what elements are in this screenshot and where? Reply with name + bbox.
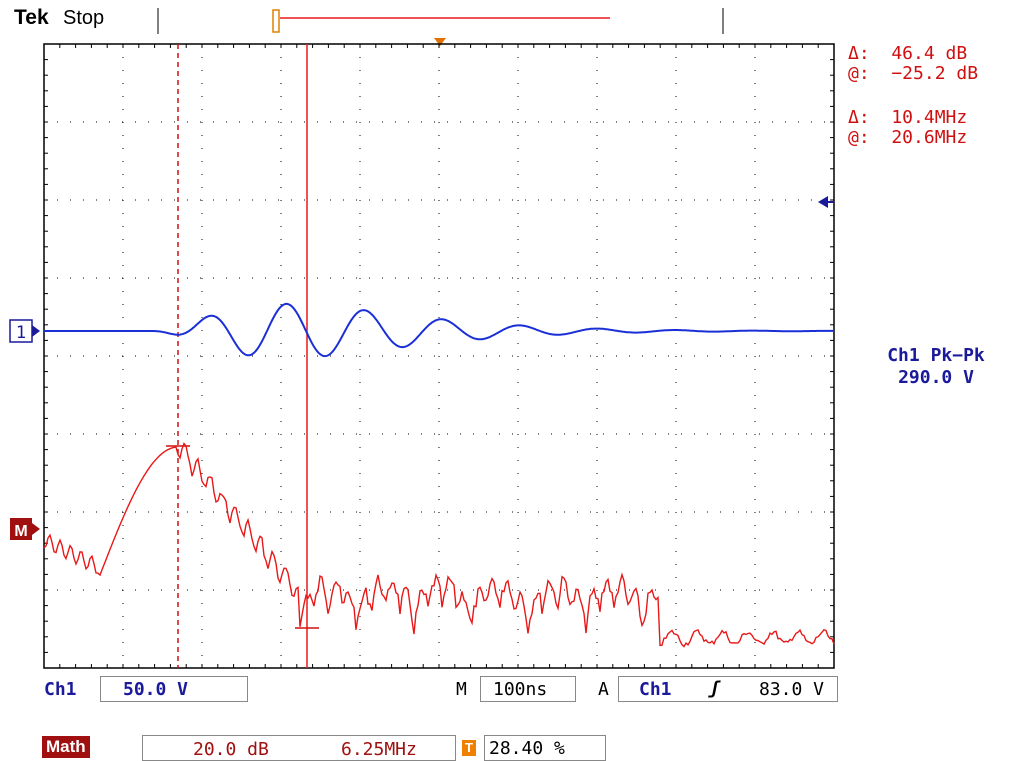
ch1-scale: 50.0 V (123, 679, 189, 700)
trigger-position-icon: T (462, 740, 476, 756)
acquisition-state: Stop (63, 7, 105, 29)
frequency-at-readout: @: 20.6MHz (848, 127, 968, 148)
trigger-position-icon (272, 9, 280, 33)
timebase-value: 100ns (493, 679, 548, 700)
trigger-slope-icon: ʃ (709, 678, 720, 699)
trigger-label: A (598, 679, 609, 700)
measurement-name: Ch1 Pk−Pk (887, 345, 985, 366)
trigger-source: Ch1 (639, 679, 672, 700)
trigger-point-marker (434, 38, 446, 46)
trigger-level: 83.0 V (759, 679, 825, 700)
measurement-value: 290.0 V (898, 367, 974, 388)
ch1-label: Ch1 (44, 679, 77, 700)
ch1-marker-label: 1 (16, 323, 26, 343)
ch1-trace (44, 302, 834, 358)
trigger-level-marker (818, 196, 828, 208)
math-scale: 20.0 dB (193, 739, 269, 760)
math-marker-label: M (14, 523, 27, 540)
amplitude-at-readout: @: −25.2 dB (848, 63, 979, 84)
position-box[interactable]: 28.40 % (484, 735, 606, 761)
graticule (43, 43, 835, 669)
math-frequency: 6.25MHz (341, 739, 417, 760)
math-scale-box[interactable]: 20.0 dB 6.25MHz (142, 735, 456, 761)
math-label: Math (42, 736, 90, 758)
trigger-box[interactable]: Ch1 ʃ 83.0 V (618, 676, 838, 702)
math-trace (43, 442, 835, 648)
math-reference-marker (10, 518, 32, 540)
frequency-delta-readout: Δ: 10.4MHz (848, 107, 968, 128)
brand-logo: Tek (14, 6, 49, 29)
timebase-label: M (456, 679, 467, 700)
timebase-box[interactable]: 100ns (480, 676, 576, 702)
ch1-scale-box[interactable]: 50.0 V (100, 676, 248, 702)
amplitude-delta-readout: Δ: 46.4 dB (848, 43, 968, 64)
position-value: 28.40 % (489, 738, 565, 759)
